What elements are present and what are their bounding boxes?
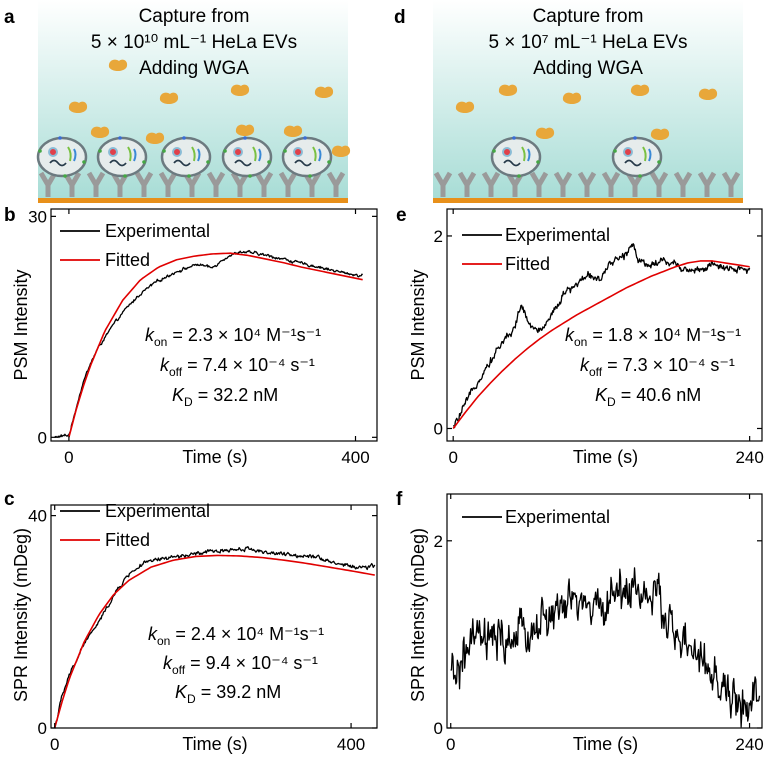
panel-letter-e: e <box>396 205 407 226</box>
annotation-koff: koff = 9.4 × 10⁻⁴ s⁻¹ <box>163 653 318 677</box>
series-line-experimental-c <box>54 546 376 729</box>
chart-panel-f: 0 240 0 2 Time (s) SPR Intensity (mDeg)f Exper… <box>396 489 764 754</box>
legend-label-fitted: Fitted <box>105 250 150 270</box>
x-tick-label: 0 <box>448 448 457 467</box>
chart-panel-b: 0 400 0 30 Time (s) PSM Intensity b Experimenta… <box>4 205 378 467</box>
y-tick-label: 2 <box>434 227 443 246</box>
series-line-fitted-c <box>53 554 375 729</box>
panel-a-schematic: a Capture from 5 × 10¹⁰ mL⁻¹ HeLa EVs Ad… <box>4 0 351 203</box>
x-tick-label: 0 <box>446 735 455 754</box>
y-tick-label: 0 <box>38 719 47 738</box>
x-tick-label: 0 <box>50 735 59 754</box>
annotation-kon: kon = 2.4 × 10⁴ M⁻¹s⁻¹ <box>148 624 324 648</box>
panel-a-line-1: Capture from <box>139 6 250 27</box>
series-line-experimental-b <box>54 249 364 439</box>
annotation-kon: kon = 2.3 × 10⁴ M⁻¹s⁻¹ <box>145 325 321 349</box>
y-tick-label: 30 <box>28 207 47 226</box>
annotation-koff: koff = 7.3 × 10⁻⁴ s⁻¹ <box>580 355 735 379</box>
annotation-kd: KD = 39.2 nM <box>175 682 281 706</box>
y-axis-label: PSM Intensity <box>11 269 31 380</box>
chart-panel-e: 0 240 0 2 Time (s) PSM Intensity e Experimental… <box>396 205 764 467</box>
x-tick-label: 240 <box>735 735 763 754</box>
legend-label-fitted: Fitted <box>105 530 150 550</box>
y-tick-label: 0 <box>434 419 443 438</box>
plot-frame-f <box>446 493 763 729</box>
panel-letter-c: c <box>4 489 15 510</box>
plot-frame-e <box>446 208 763 442</box>
plot-frame-b <box>50 208 378 442</box>
series-line-fitted-e <box>452 260 750 429</box>
y-axis-label: SPR Intensity (mDeg) <box>11 528 31 702</box>
x-axis-label: Time (s) <box>182 447 247 467</box>
series-line-fitted-b <box>68 252 363 438</box>
x-axis-label: Time (s) <box>573 447 638 467</box>
x-tick-label: 400 <box>341 448 369 467</box>
panel-d-line-1: Capture from <box>533 6 644 27</box>
legend-label-experimental: Experimental <box>105 221 210 241</box>
panel-d-line-2: 5 × 10⁷ mL⁻¹ HeLa EVs <box>488 32 687 53</box>
y-tick-label: 2 <box>434 532 443 551</box>
annotation-kd: KD = 32.2 nM <box>172 385 278 409</box>
y-tick-label: 0 <box>434 719 443 738</box>
panel-d-schematic: d Capture from 5 × 10⁷ mL⁻¹ HeLa EVs Add… <box>394 0 743 203</box>
legend-label-experimental: Experimental <box>105 501 210 521</box>
x-axis-label: Time (s) <box>182 734 247 754</box>
panel-letter-a: a <box>4 7 15 28</box>
x-tick-label: 240 <box>735 448 763 467</box>
panel-letter-b: b <box>4 205 16 226</box>
series-line-experimental-f <box>450 567 761 728</box>
y-tick-label: 0 <box>38 428 47 447</box>
series-line-experimental-e <box>453 243 751 429</box>
legend-label-fitted: Fitted <box>505 254 550 274</box>
y-axis-label: SPR Intensity (mDeg) <box>408 528 428 702</box>
annotation-kon: kon = 1.8 × 10⁴ M⁻¹s⁻¹ <box>565 325 741 349</box>
chart-panel-c: 0 400 0 40 Time (s) SPR Intensity (mDeg) c Expe… <box>4 489 378 754</box>
x-tick-label: 0 <box>64 448 73 467</box>
panel-a-line-3: Adding WGA <box>139 58 249 79</box>
plot-frame-c <box>50 504 378 729</box>
legend-label-experimental: Experimental <box>505 507 610 527</box>
x-tick-label: 400 <box>337 735 365 754</box>
y-axis-label: PSM Intensity <box>408 269 428 380</box>
panel-letter-f: f <box>396 489 403 510</box>
panel-letter-d: d <box>394 7 406 28</box>
substrate-a <box>38 198 348 203</box>
y-tick-label: 40 <box>28 507 47 526</box>
annotation-kd: KD = 40.6 nM <box>595 385 701 409</box>
x-axis-label: Time (s) <box>573 734 638 754</box>
liquid-chamber-d <box>433 0 743 203</box>
legend-label-experimental: Experimental <box>505 225 610 245</box>
panel-d-line-3: Adding WGA <box>533 58 643 79</box>
panel-a-line-2: 5 × 10¹⁰ mL⁻¹ HeLa EVs <box>91 32 297 53</box>
substrate-d <box>433 198 743 203</box>
annotation-koff: koff = 7.4 × 10⁻⁴ s⁻¹ <box>160 355 315 379</box>
